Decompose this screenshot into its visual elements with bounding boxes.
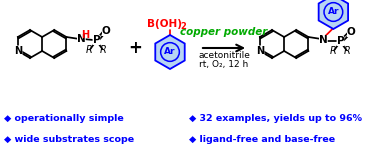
Text: N: N <box>77 34 86 44</box>
Text: P: P <box>93 35 100 45</box>
Text: O: O <box>102 26 111 36</box>
Text: B(OH): B(OH) <box>147 19 183 29</box>
Text: H: H <box>81 30 90 40</box>
Text: ◆ wide substrates scope: ◆ wide substrates scope <box>4 135 134 144</box>
Text: R: R <box>330 46 337 56</box>
Polygon shape <box>155 35 185 69</box>
Text: ◆ ligand-free and base-free: ◆ ligand-free and base-free <box>189 135 335 144</box>
Text: copper powder: copper powder <box>180 27 268 37</box>
Text: acetonitrile: acetonitrile <box>198 52 250 61</box>
Text: ◆ operationally simple: ◆ operationally simple <box>4 114 124 123</box>
Text: Ar: Ar <box>328 8 339 16</box>
Text: O: O <box>347 27 356 37</box>
Text: N: N <box>256 46 264 56</box>
Text: R: R <box>100 45 107 55</box>
Text: P: P <box>336 36 344 46</box>
Text: Ar: Ar <box>164 48 176 57</box>
Polygon shape <box>319 0 348 29</box>
Text: N: N <box>14 46 22 56</box>
Text: ◆ 32 examples, yields up to 96%: ◆ 32 examples, yields up to 96% <box>189 114 362 123</box>
Text: rt, O₂, 12 h: rt, O₂, 12 h <box>199 61 249 70</box>
Text: 2: 2 <box>180 22 186 31</box>
Text: +: + <box>128 39 142 57</box>
Text: R: R <box>86 45 93 55</box>
Text: R: R <box>344 46 351 56</box>
Text: N: N <box>319 35 328 45</box>
